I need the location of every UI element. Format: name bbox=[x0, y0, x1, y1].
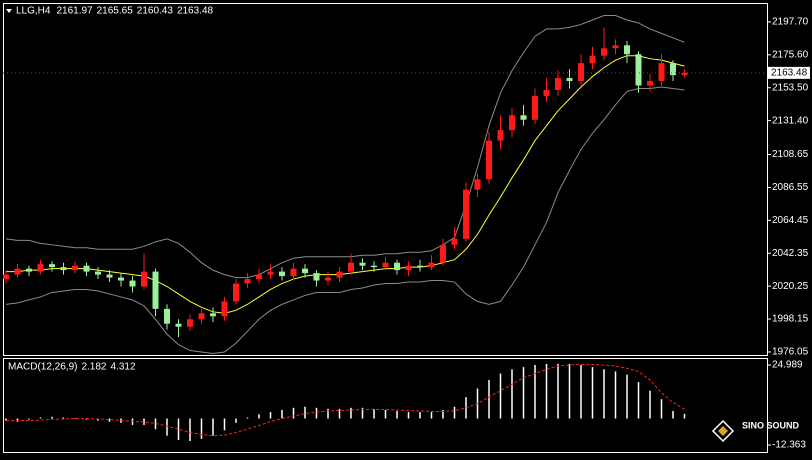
header-high: 2165.65 bbox=[97, 6, 134, 17]
candle-body bbox=[152, 271, 159, 309]
candle-body bbox=[474, 179, 481, 190]
y-tick-label: 2175.60 bbox=[772, 49, 809, 60]
macd-panel bbox=[3, 358, 768, 453]
candle-body bbox=[578, 63, 584, 82]
candle-body bbox=[543, 89, 550, 96]
candle-body bbox=[129, 280, 136, 287]
candle-body bbox=[371, 265, 377, 268]
candle-body bbox=[60, 267, 67, 271]
header-close: 2163.48 bbox=[177, 6, 214, 17]
candle-body bbox=[164, 308, 170, 324]
candle-body bbox=[118, 277, 124, 281]
logo-icon bbox=[711, 419, 735, 443]
header-open: 2161.97 bbox=[56, 6, 93, 17]
candle-body bbox=[382, 262, 389, 268]
y-tick-label: 1976.05 bbox=[772, 347, 809, 358]
candle-body bbox=[198, 313, 205, 320]
candle-body bbox=[532, 95, 538, 120]
candle-body bbox=[612, 45, 619, 49]
candle-body bbox=[405, 265, 412, 271]
y-tick-label: 24.989 bbox=[772, 360, 803, 371]
candle-body bbox=[555, 78, 561, 90]
symbol-title: LLG,H4 bbox=[16, 6, 51, 17]
candle-body bbox=[348, 262, 354, 272]
candle-body bbox=[428, 262, 435, 268]
candle-body bbox=[83, 265, 90, 272]
candle-body bbox=[497, 130, 504, 141]
y-tick-label: 2020.25 bbox=[772, 281, 809, 292]
candle-body bbox=[325, 277, 331, 281]
candle-body bbox=[72, 265, 78, 271]
price-panel bbox=[3, 3, 768, 356]
candle-body bbox=[486, 140, 492, 180]
bollinger-lower bbox=[5, 86, 685, 355]
y-tick-label: 2064.45 bbox=[772, 215, 809, 226]
candle-body bbox=[647, 81, 653, 86]
bollinger-upper bbox=[5, 15, 685, 279]
candle-body bbox=[256, 274, 262, 280]
candle-body bbox=[658, 63, 665, 82]
macd-title: MACD(12,26,9) bbox=[8, 362, 77, 373]
candle-body bbox=[302, 268, 308, 274]
candle-body bbox=[509, 115, 515, 131]
candle-body bbox=[14, 268, 21, 275]
candle-body bbox=[210, 313, 216, 317]
current-price-box bbox=[768, 66, 810, 79]
macd-signal-value: 4.312 bbox=[111, 362, 136, 373]
candle-body bbox=[681, 72, 688, 76]
candle-body bbox=[463, 189, 469, 239]
current-price-label: 2163.48 bbox=[771, 68, 808, 79]
candle-body bbox=[233, 283, 239, 302]
candle-body bbox=[359, 262, 366, 266]
macd-value: 2.182 bbox=[81, 362, 106, 373]
candle-body bbox=[221, 301, 228, 317]
y-tick-label: 2108.65 bbox=[772, 149, 809, 160]
candle-body bbox=[520, 115, 527, 120]
candle-body bbox=[279, 271, 285, 277]
y-tick-label: 2197.70 bbox=[772, 17, 809, 28]
header-low: 2160.43 bbox=[137, 6, 174, 17]
candle-body bbox=[290, 268, 297, 277]
candle-body bbox=[440, 244, 446, 263]
candle-body bbox=[175, 323, 182, 327]
candle-body bbox=[635, 54, 642, 86]
candle-body bbox=[3, 274, 9, 280]
candle-body bbox=[106, 274, 113, 278]
candle-body bbox=[451, 238, 458, 245]
candle-body bbox=[624, 45, 630, 55]
candle-body bbox=[267, 271, 274, 275]
candle-body bbox=[95, 271, 101, 275]
y-tick-label: 2042.35 bbox=[772, 248, 809, 259]
candle-body bbox=[187, 319, 193, 327]
candle-body bbox=[141, 271, 147, 287]
candle-body bbox=[589, 55, 596, 64]
candle-body bbox=[417, 265, 423, 268]
candle-body bbox=[336, 271, 343, 278]
y-tick-label: 2086.55 bbox=[772, 182, 809, 193]
candle-body bbox=[601, 48, 607, 56]
y-tick-label: 1998.15 bbox=[772, 314, 809, 325]
y-tick-label: -12.363 bbox=[772, 440, 806, 451]
candle-body bbox=[49, 264, 55, 268]
candle-body bbox=[37, 264, 44, 272]
y-tick-label: 2153.50 bbox=[772, 82, 809, 93]
candle-body bbox=[394, 262, 400, 271]
logo-text: SINO SOUND bbox=[742, 420, 800, 430]
candle-body bbox=[670, 63, 676, 76]
logo-icon-center bbox=[718, 426, 728, 436]
y-tick-label: 2131.40 bbox=[772, 115, 809, 126]
candle-body bbox=[26, 268, 32, 272]
candle-body bbox=[244, 279, 251, 284]
candle-body bbox=[313, 273, 320, 281]
menu-arrow[interactable] bbox=[6, 9, 12, 13]
candle-body bbox=[566, 78, 573, 82]
logo: SINO SOUND bbox=[711, 419, 800, 443]
bollinger-middle bbox=[6, 55, 685, 314]
macd-signal bbox=[6, 363, 685, 437]
